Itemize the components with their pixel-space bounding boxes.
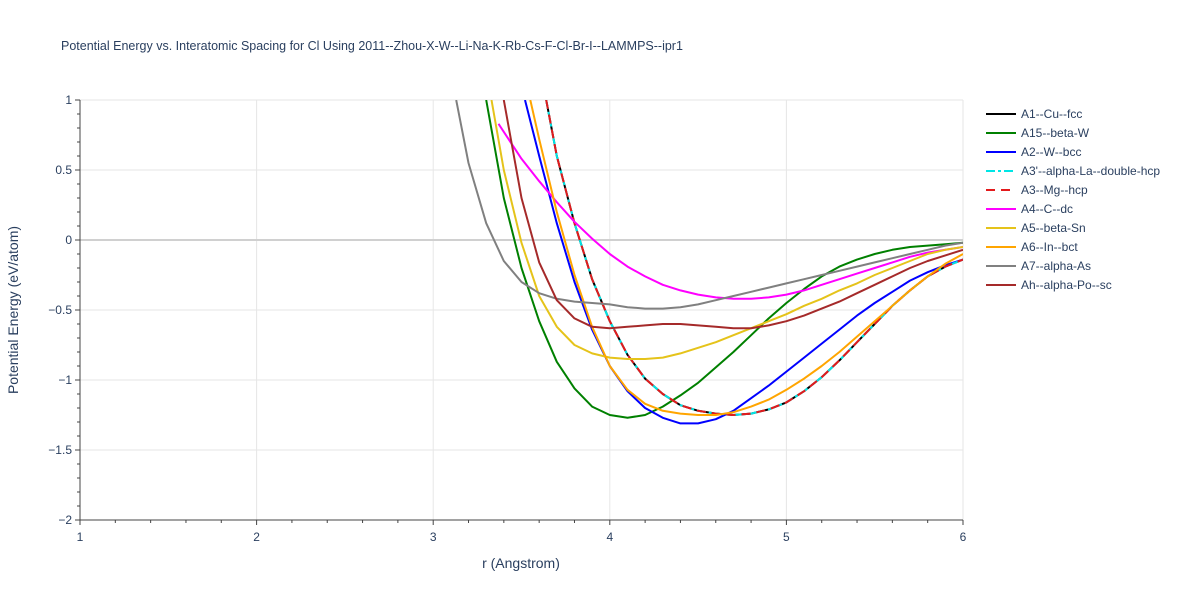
x-tick-label: 3 — [430, 530, 437, 544]
legend-label: A3'--alpha-La--double-hcp — [1021, 164, 1160, 178]
legend-label: A4--C--dc — [1021, 202, 1073, 216]
y-tick-label: −1 — [58, 373, 72, 387]
x-tick-label: 1 — [77, 530, 84, 544]
y-tick-label: 1 — [65, 93, 72, 107]
chart-title: Potential Energy vs. Interatomic Spacing… — [61, 39, 683, 53]
x-tick-label: 5 — [783, 530, 790, 544]
series-line — [490, 100, 963, 360]
x-tick-label: 4 — [606, 530, 613, 544]
legend-label: A6--In--bct — [1021, 240, 1078, 254]
legend: A1--Cu--fcc A15--beta-W A2--W--bcc A3'--alp… — [986, 107, 1160, 292]
x-axis-title: r (Angstrom) — [482, 555, 560, 571]
x-tick-label: 2 — [253, 530, 260, 544]
legend-label: A1--Cu--fcc — [1021, 107, 1082, 121]
x-tick-labels: 1 2 3 4 5 6 — [77, 530, 967, 544]
series-line — [485, 100, 963, 419]
y-tick-label: −0.5 — [48, 303, 72, 317]
legend-label: A5--beta-Sn — [1021, 221, 1086, 235]
series-line — [497, 123, 963, 300]
y-tick-label: 0 — [65, 233, 72, 247]
y-tick-label: −1.5 — [48, 443, 72, 457]
y-tick-label: 0.5 — [55, 163, 72, 177]
y-tick-label: −2 — [58, 513, 72, 527]
grid-lines — [80, 99, 964, 521]
legend-label: A3--Mg--hcp — [1021, 183, 1088, 197]
legend-label: A2--W--bcc — [1021, 145, 1081, 159]
series-lines — [455, 100, 963, 425]
series-line — [455, 100, 963, 310]
legend-label: A15--beta-W — [1021, 126, 1090, 140]
axes — [75, 99, 964, 525]
y-axis-title: Potential Energy (eV/atom) — [5, 226, 21, 394]
series-line — [545, 100, 963, 416]
legend-label: A7--alpha-As — [1021, 259, 1091, 273]
series-line — [502, 100, 963, 330]
legend-label: Ah--alpha-Po--sc — [1021, 278, 1112, 292]
x-tick-label: 6 — [960, 530, 967, 544]
series-line — [529, 100, 963, 416]
y-tick-labels: −2 −1.5 −1 −0.5 0 0.5 1 — [48, 93, 72, 527]
